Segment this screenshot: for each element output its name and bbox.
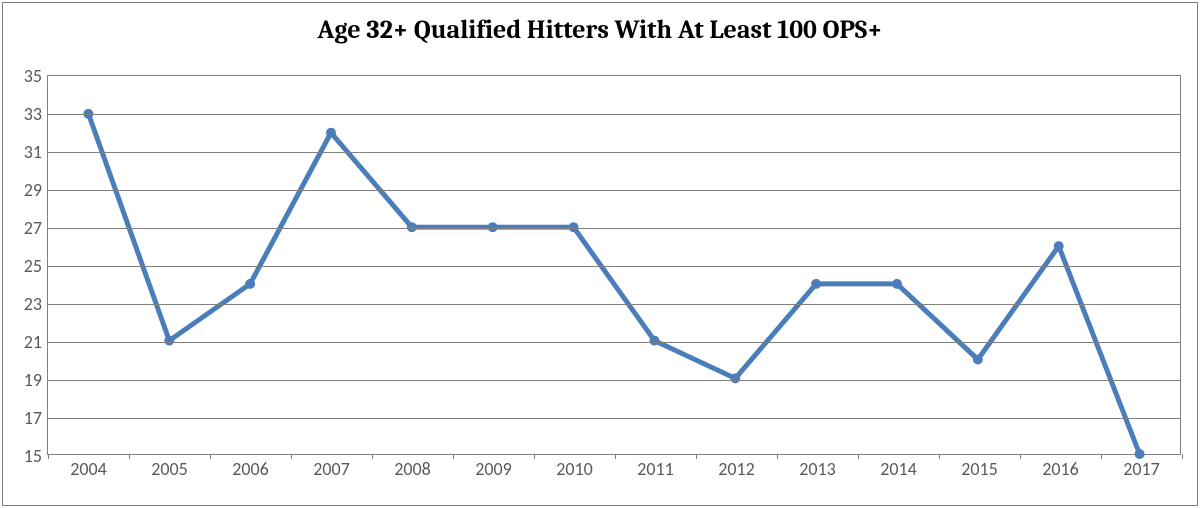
line-series-svg: [48, 76, 1180, 454]
x-tick-label: 2012: [718, 454, 755, 480]
x-tick-label: 2006: [232, 454, 269, 480]
data-point: [892, 279, 902, 289]
x-tick: [615, 454, 616, 459]
y-tick-label: 33: [24, 103, 48, 125]
data-point: [326, 128, 336, 138]
gridline: [48, 342, 1180, 343]
x-tick: [291, 454, 292, 459]
x-tick: [1182, 454, 1183, 459]
x-tick-label: 2014: [880, 454, 917, 480]
plot-area: 1517192123252729313335200420052006200720…: [47, 75, 1181, 455]
y-tick-label: 17: [24, 407, 48, 429]
gridline: [48, 190, 1180, 191]
gridline: [48, 152, 1180, 153]
x-tick-label: 2011: [637, 454, 674, 480]
x-tick: [1020, 454, 1021, 459]
y-tick-label: 19: [24, 369, 48, 391]
gridline: [48, 418, 1180, 419]
y-tick-label: 25: [24, 255, 48, 277]
y-tick-label: 23: [24, 293, 48, 315]
x-tick: [1101, 454, 1102, 459]
y-tick-label: 31: [24, 141, 48, 163]
chart-container: Age 32+ Qualified Hitters With At Least …: [2, 2, 1198, 506]
x-tick: [777, 454, 778, 459]
x-tick-label: 2004: [70, 454, 107, 480]
x-tick-label: 2008: [394, 454, 431, 480]
gridline: [48, 380, 1180, 381]
data-point: [1054, 241, 1064, 251]
x-tick-label: 2009: [475, 454, 512, 480]
y-tick-label: 15: [24, 445, 48, 467]
data-point: [164, 336, 174, 346]
x-tick: [210, 454, 211, 459]
data-point: [245, 279, 255, 289]
x-tick: [48, 454, 49, 459]
x-tick: [939, 454, 940, 459]
y-tick-label: 27: [24, 217, 48, 239]
x-tick-label: 2015: [961, 454, 998, 480]
x-tick-label: 2010: [556, 454, 593, 480]
gridline: [48, 266, 1180, 267]
x-tick-label: 2017: [1123, 454, 1160, 480]
x-tick-label: 2007: [313, 454, 350, 480]
gridline: [48, 304, 1180, 305]
x-tick: [453, 454, 454, 459]
x-tick: [129, 454, 130, 459]
chart-title: Age 32+ Qualified Hitters With At Least …: [3, 15, 1197, 45]
data-point: [649, 336, 659, 346]
x-tick: [858, 454, 859, 459]
x-tick-label: 2016: [1042, 454, 1079, 480]
gridline: [48, 114, 1180, 115]
data-point: [811, 279, 821, 289]
data-point: [973, 355, 983, 365]
y-tick-label: 29: [24, 179, 48, 201]
data-point: [730, 373, 740, 383]
y-tick-label: 35: [24, 65, 48, 87]
x-tick-label: 2013: [799, 454, 836, 480]
gridline: [48, 228, 1180, 229]
x-tick-label: 2005: [151, 454, 188, 480]
y-tick-label: 21: [24, 331, 48, 353]
x-tick: [372, 454, 373, 459]
x-tick: [534, 454, 535, 459]
x-tick: [696, 454, 697, 459]
